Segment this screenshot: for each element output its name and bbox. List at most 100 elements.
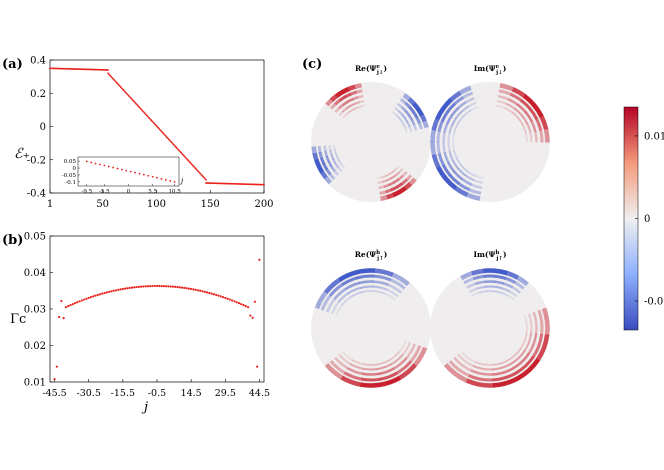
wavefunction-ring [373, 280, 390, 287]
wavefunction-ring [353, 83, 362, 90]
wavefunction-ring [358, 280, 375, 285]
wavefunction-ring [524, 315, 528, 333]
wavefunction-ring [338, 110, 344, 116]
data-point [98, 293, 102, 296]
inset-data-point [138, 172, 141, 175]
data-point [80, 299, 83, 302]
wavefunction-ring [457, 101, 467, 110]
wavefunction-ring [511, 111, 520, 119]
data-point [105, 291, 109, 294]
data-point [135, 102, 137, 105]
panel-c: (c) Re(Ψe j↓) Im(Ψe j↓) Re(Ψh j↑) Im(Ψh j↑) 0.0… [302, 57, 664, 388]
wavefunction-ring [363, 367, 379, 371]
inset-x-tick-label: -9.5 [81, 189, 92, 195]
wavefunction-ring [422, 119, 429, 129]
wavefunction-ring [342, 114, 347, 119]
wavefunction-ring [324, 150, 329, 158]
wavefunction-ring [524, 111, 533, 123]
data-point [156, 126, 159, 128]
wavefunction-ring [337, 166, 343, 173]
data-point [185, 287, 188, 290]
wavefunction-ring [392, 189, 401, 198]
x-tick-label: -30.5 [77, 388, 101, 399]
data-point [201, 290, 204, 293]
wavefunction-ring [357, 274, 375, 280]
panel-a-label: (a) [2, 57, 23, 72]
wavefunction-ring [494, 268, 508, 276]
wavefunction-ring [505, 270, 519, 280]
wavefunction-ring [374, 268, 394, 277]
x-tick-label: 14.5 [181, 388, 202, 399]
data-point [96, 293, 99, 297]
data-point [125, 92, 128, 95]
wavefunction-ring [385, 288, 399, 298]
wavefunction-ring [493, 290, 502, 294]
wavefunction-ring [537, 309, 544, 335]
wavefunction-ring [413, 124, 418, 131]
data-point [165, 285, 168, 288]
data-point [116, 82, 119, 85]
wavefunction-ring [506, 102, 516, 110]
wavefunction-ring [381, 175, 386, 179]
wavefunction-ring [492, 375, 520, 388]
wavefunction-ring [521, 114, 529, 125]
data-point [137, 105, 140, 107]
data-point [157, 127, 160, 130]
data-point [167, 285, 170, 288]
data-point [129, 96, 132, 99]
wavefunction-ring [408, 126, 413, 132]
inset-data-point [147, 174, 150, 177]
data-point [108, 73, 111, 76]
wavefunction-ring [324, 363, 344, 380]
wavefunction-ring [474, 175, 484, 180]
data-point [172, 143, 175, 146]
data-point [126, 287, 129, 290]
wavefunction-ring [340, 375, 362, 387]
wavefunction-ring [453, 150, 458, 159]
inset-data-point [173, 180, 176, 183]
data-point [258, 258, 261, 261]
wavefunction-ring [325, 155, 330, 163]
wavefunction-ring [386, 192, 395, 200]
wavefunction-ring [459, 114, 466, 122]
data-point [160, 284, 163, 288]
wavefunction-ring [349, 362, 364, 370]
data-point [119, 288, 122, 291]
data-point [184, 156, 187, 159]
y-tick-label: 0.05 [24, 232, 46, 243]
wavefunction-ring [450, 106, 460, 117]
wavefunction-ring [329, 149, 333, 156]
wavefunction-ring [450, 117, 458, 126]
data-point [203, 290, 206, 293]
data-point [78, 300, 81, 303]
panel-b-label: (b) [2, 233, 23, 248]
data-point [113, 79, 116, 82]
wavefunction-ring [396, 102, 404, 109]
panel-a-ylabel: ℰ₊ [14, 146, 30, 162]
data-point [55, 365, 58, 368]
wavefunction-ring [382, 179, 388, 183]
x-tick-label: 200 [254, 199, 273, 210]
data-point [87, 296, 90, 300]
inset-data-point [164, 178, 167, 181]
data-point [108, 290, 111, 293]
y-tick-label: 0 [40, 122, 46, 133]
x-tick-label: 1 [47, 199, 53, 210]
wavefunction-ring [458, 85, 472, 96]
wavefunction-ring [357, 94, 364, 99]
panel-a-inset-frame [77, 156, 180, 187]
wavefunction-ring [430, 129, 437, 143]
wavefunction-ring [334, 162, 340, 169]
data-point [158, 284, 161, 288]
data-point [149, 118, 151, 120]
wavefunction-ring [352, 107, 357, 111]
data-point [196, 289, 200, 292]
data-point [139, 107, 142, 110]
data-point [127, 94, 130, 97]
wavefunction-disk [430, 268, 550, 388]
data-point [210, 292, 213, 295]
wavefunction-ring [316, 164, 324, 174]
panel-b-ylabel: Γc [10, 312, 26, 327]
wavefunction-ring [373, 285, 388, 291]
